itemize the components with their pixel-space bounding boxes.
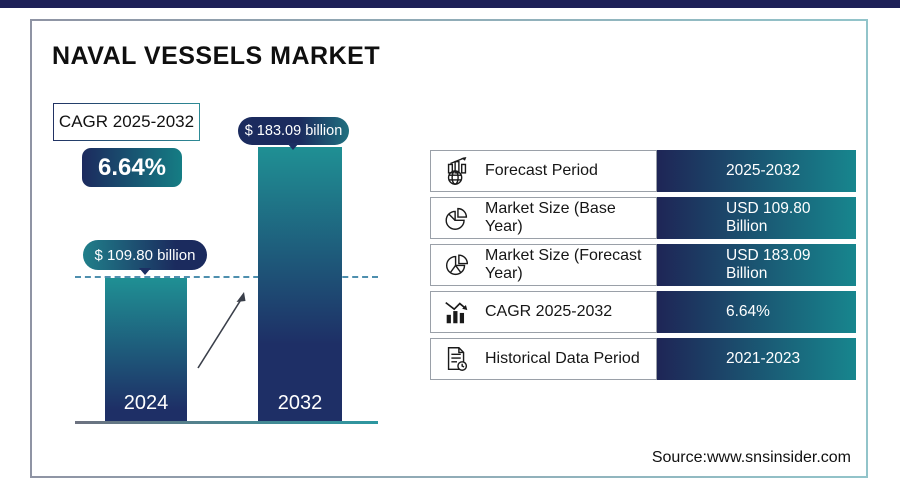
page-title: NAVAL VESSELS MARKET <box>52 42 381 70</box>
bar-2032: 2032 <box>258 147 342 421</box>
chart-axis-line <box>75 421 378 424</box>
value-label-2032: $ 183.09 billion <box>244 123 343 139</box>
pie-chart-exploded-icon <box>446 254 469 276</box>
table-row-historical-period: Historical Data Period 2021-2023 <box>430 338 856 380</box>
table-value-cell: 6.64% <box>657 291 856 333</box>
row-label: Forecast Period <box>485 162 598 179</box>
table-label-cell: Forecast Period <box>430 150 657 192</box>
value-bubble-2024: $ 109.80 billion <box>83 240 207 270</box>
row-label: Historical Data Period <box>485 350 640 367</box>
table-row-market-size-base: Market Size (Base Year) USD 109.80 Billi… <box>430 197 856 239</box>
top-accent-bar <box>0 0 900 8</box>
cagr-value: 6.64% <box>97 153 167 181</box>
table-row-market-size-forecast: Market Size (Forecast Year) USD 183.09 B… <box>430 244 856 286</box>
market-summary-table: Forecast Period 2025-2032 Market Size (B… <box>430 150 856 380</box>
globe-growth-icon <box>447 156 467 185</box>
table-value-cell: 2025-2032 <box>657 150 856 192</box>
cagr-value-badge: 6.64% <box>82 148 182 187</box>
row-label: Market Size (Base Year) <box>485 200 616 235</box>
value-label-2024: $ 109.80 billion <box>94 246 196 264</box>
table-value-cell: 2021-2023 <box>657 338 856 380</box>
value-bubble-2032: $ 183.09 billion <box>238 117 349 145</box>
row-value: 2021-2023 <box>726 350 801 367</box>
table-row-cagr: CAGR 2025-2032 6.64% <box>430 291 856 333</box>
table-label-cell: Market Size (Base Year) <box>430 197 657 239</box>
row-label: CAGR 2025-2032 <box>485 303 613 320</box>
bubble-notch-2024 <box>139 268 151 275</box>
table-value-cell: USD 109.80 Billion <box>657 197 856 239</box>
table-value-cell: USD 183.09 Billion <box>657 244 856 286</box>
row-value: USD 109.80 Billion <box>726 200 811 235</box>
cagr-label-box: CAGR 2025-2032 <box>53 103 200 141</box>
table-row-forecast-period: Forecast Period 2025-2032 <box>430 150 856 192</box>
row-value: 2025-2032 <box>726 162 801 179</box>
bar-category-2024: 2024 <box>123 392 169 414</box>
row-value: USD 183.09 Billion <box>726 247 811 282</box>
cagr-label: CAGR 2025-2032 <box>58 112 195 131</box>
growth-arrow-icon <box>197 292 246 369</box>
row-value: 6.64% <box>726 303 770 320</box>
table-label-cell: Market Size (Forecast Year) <box>430 244 657 286</box>
bar-category-2032: 2032 <box>277 392 323 414</box>
source-note: Source:www.snsinsider.com <box>651 449 851 466</box>
row-label: Market Size (Forecast Year) <box>485 247 642 282</box>
baseline-dashed-line <box>75 276 378 278</box>
table-label-cell: Historical Data Period <box>430 338 657 380</box>
bar-2024: 2024 <box>105 278 187 421</box>
bubble-notch-2032 <box>287 143 299 150</box>
bar-chart-trend-icon <box>445 301 468 324</box>
table-label-cell: CAGR 2025-2032 <box>430 291 657 333</box>
pie-chart-icon <box>445 207 468 230</box>
document-clock-icon <box>447 347 468 371</box>
